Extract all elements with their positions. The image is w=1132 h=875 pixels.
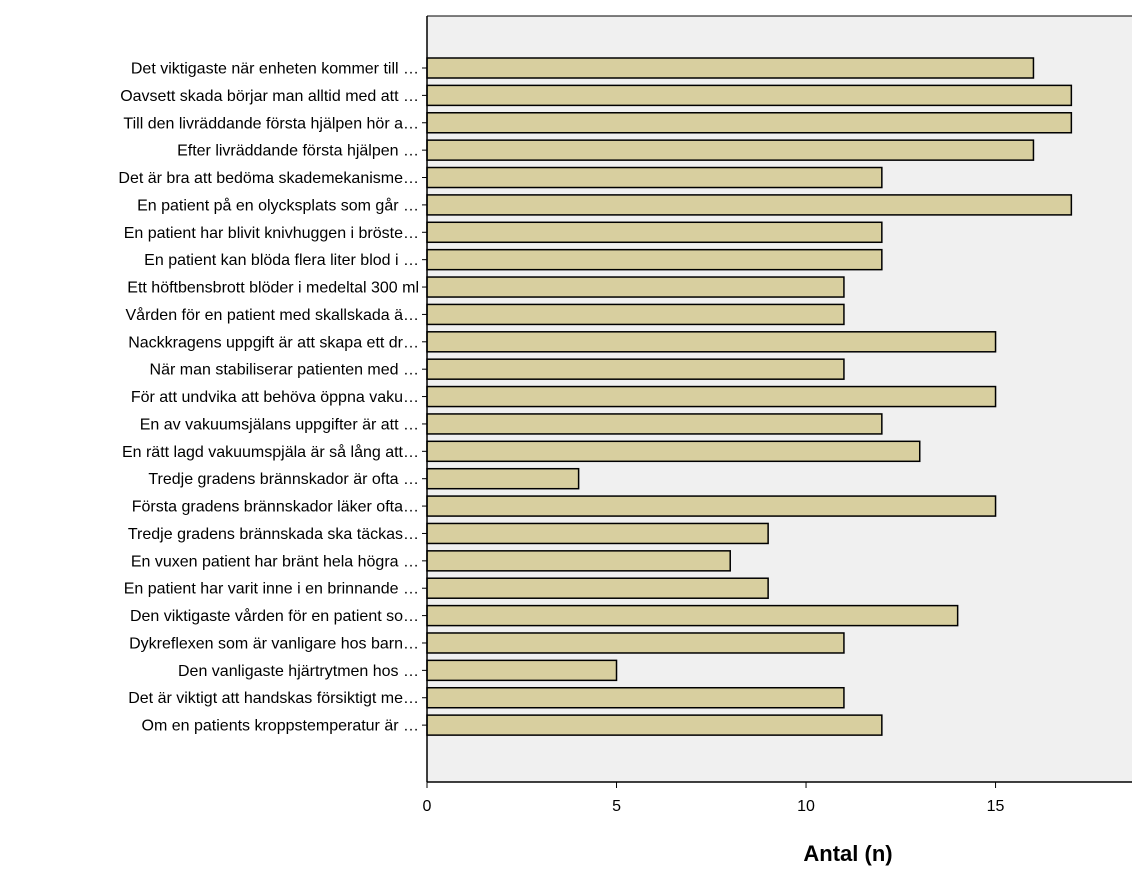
category-label: Ett höftbensbrott blöder i medeltal 300 … [127,280,419,297]
bar [426,550,731,572]
bar [426,303,845,326]
bar [426,413,883,435]
category-label: En patient på en olycksplats som går … [137,196,419,214]
bar [426,385,997,408]
category-label: Vården för en patient med skallskada ä… [126,306,420,324]
category-label: Tredje gradens brännskada ska täckas… [128,526,419,543]
bar [426,221,883,244]
x-axis-title: Antal (n) [803,841,892,866]
bar [426,632,845,654]
x-tick-label: 0 [423,798,432,815]
bar [426,714,883,736]
category-label: Efter livräddande första hjälpen … [177,143,419,160]
category-label: Oavsett skada börjar man alltid med att … [120,88,419,105]
category-labels-group: Det viktigaste när enheten kommer till …… [118,61,419,735]
category-label: Den viktigaste vården för en patient so… [130,607,419,625]
x-tick-label: 10 [797,798,815,815]
x-ticks-group: 0 5 10 15 [423,782,1005,815]
bar [426,577,769,599]
bar [426,604,959,627]
category-label: När man stabiliserar patienten med … [150,362,419,379]
category-ticks-group [422,67,427,726]
x-tick-label: 15 [987,798,1005,815]
category-label: Den vanligaste hjärtrytmen hos … [178,663,419,680]
bar [426,440,921,463]
bar [426,276,845,298]
bar [426,331,997,353]
category-label: Det är viktigt att handskas försiktigt m… [128,690,419,707]
category-label: Om en patients kroppstemperatur är … [142,718,419,735]
bar [426,467,580,490]
bar [426,84,1073,107]
bar [426,495,997,517]
bar [426,194,1073,216]
bar [426,248,883,271]
category-label: Tredje gradens brännskador är ofta … [148,471,419,488]
bar [426,358,845,380]
category-label: Dykreflexen som är vanligare hos barn… [129,635,419,652]
category-label: En rätt lagd vakuumspjäla är så lång att… [122,443,419,461]
category-label: Nackkragens uppgift är att skapa ett dr… [128,334,419,351]
category-label: Det är bra att bedöma skademekanisme… [118,170,419,187]
bar [426,139,1035,161]
category-label: Till den livräddande första hjälpen hör … [123,115,419,132]
bar [426,522,769,545]
category-label: En patient har varit inne i en brinnande… [124,581,419,598]
bar [426,686,845,709]
category-label: En patient kan blöda flera liter blod i … [144,252,419,269]
bar [426,57,1035,79]
category-label: För att undvika att behöva öppna vaku… [131,389,419,406]
category-label: En av vakuumsjälans uppgifter är att … [140,416,419,433]
bar [426,112,1073,134]
bar [426,659,618,682]
category-label: En vuxen patient har bränt hela högra … [131,553,419,570]
category-label: Det viktigaste när enheten kommer till … [131,61,419,78]
bar [426,166,883,189]
x-tick-label: 5 [612,798,621,815]
category-label: En patient har blivit knivhuggen i bröst… [124,225,419,242]
category-label: Första gradens brännskador läker ofta… [132,499,419,516]
